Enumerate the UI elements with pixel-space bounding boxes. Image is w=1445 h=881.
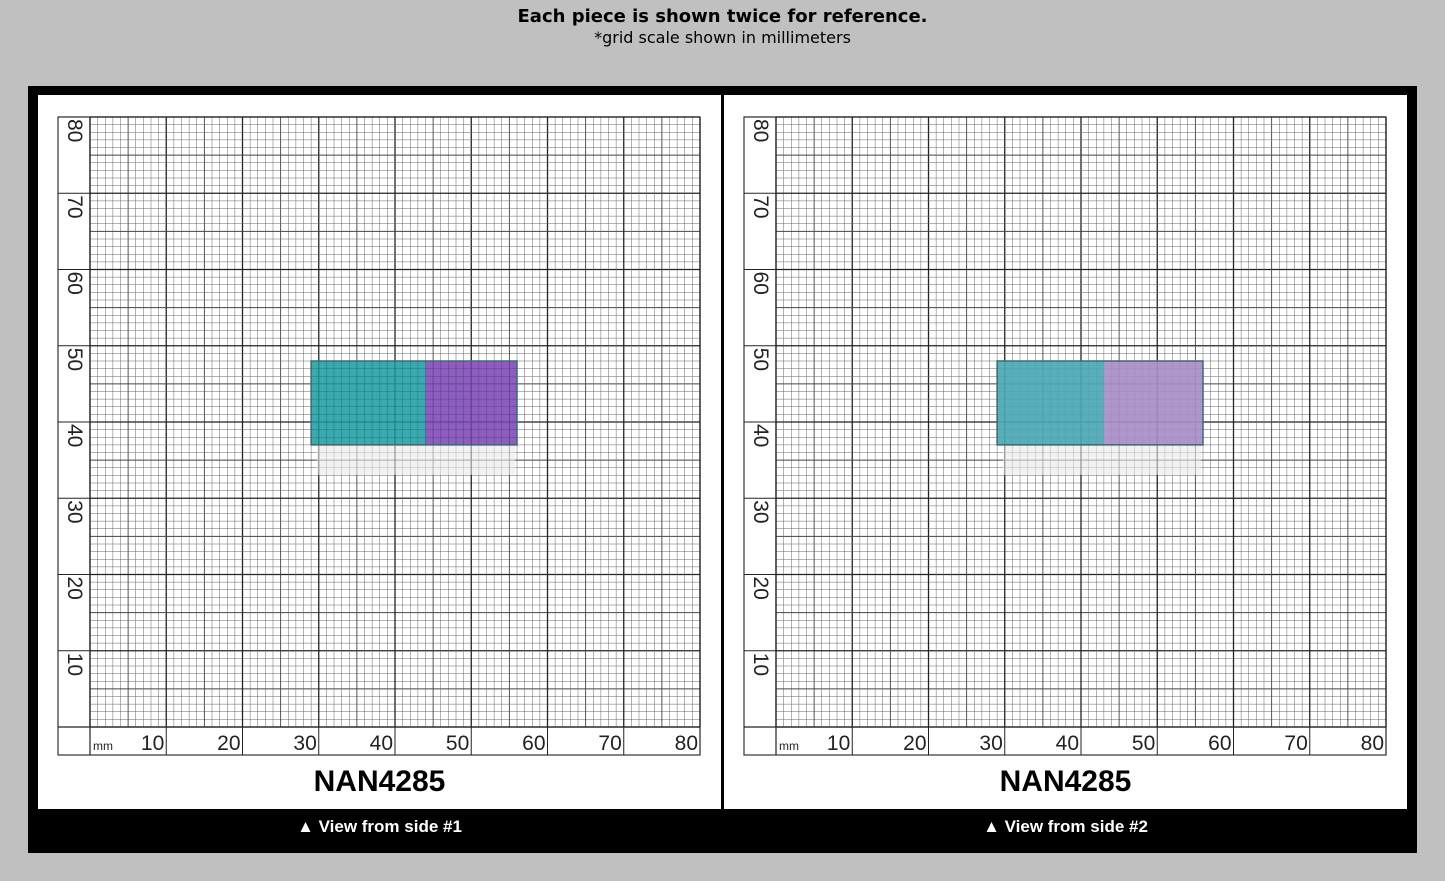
x-tick-label: 50 xyxy=(446,732,469,755)
x-tick-label: 50 xyxy=(1132,732,1155,755)
y-tick-label: 40 xyxy=(749,424,772,447)
x-tick-label: 40 xyxy=(1056,732,1079,755)
y-tick-label: 10 xyxy=(749,653,772,676)
piece-edge xyxy=(996,360,1204,446)
x-tick-label: 10 xyxy=(827,732,850,755)
x-tick-label: 80 xyxy=(1361,732,1384,755)
y-tick-label: 80 xyxy=(749,119,772,142)
photo-frame: 10 20 30 40 50 60 70 80 mm 10 20 30 40 50 60 70 80 NAN42… xyxy=(28,86,1417,853)
y-tick-label: 60 xyxy=(63,272,86,295)
y-tick-label: 40 xyxy=(63,424,86,447)
piece-left-color xyxy=(311,361,426,445)
mm-grid: 10 20 30 40 50 60 70 80 mm 10 20 30 40 50 60 70 80 xyxy=(743,116,1387,756)
caption-side-1: ▲ View from side #1 xyxy=(297,817,462,836)
piece-edge xyxy=(310,360,518,446)
caption-side-2: ▲ View from side #2 xyxy=(983,817,1148,836)
x-tick-label: 20 xyxy=(903,732,926,755)
panel-side-1: 10 20 30 40 50 60 70 80 mm 10 20 30 40 50 60 70 80 NAN42… xyxy=(38,95,721,809)
piece-right-color xyxy=(1103,361,1203,445)
y-tick-label: 20 xyxy=(63,577,86,600)
product-code-label: NAN4285 xyxy=(999,765,1132,798)
piece-shadow xyxy=(1003,444,1201,475)
y-tick-label: 60 xyxy=(749,272,772,295)
y-tick-label: 50 xyxy=(63,348,86,371)
x-tick-label: 60 xyxy=(1208,732,1231,755)
glass-piece xyxy=(996,360,1204,475)
x-tick-label: 80 xyxy=(675,732,698,755)
x-tick-label: 20 xyxy=(217,732,240,755)
y-tick-label: 70 xyxy=(63,195,86,218)
piece-right-color xyxy=(425,361,517,445)
glass-piece xyxy=(310,360,518,475)
x-tick-label: 10 xyxy=(141,732,164,755)
x-tick-label: 30 xyxy=(979,732,1002,755)
x-tick-label: 40 xyxy=(370,732,393,755)
x-tick-label: 70 xyxy=(1284,732,1307,755)
x-tick-label: 70 xyxy=(598,732,621,755)
unit-label: mm xyxy=(93,739,113,753)
x-tick-label: 30 xyxy=(293,732,316,755)
x-tick-label: 60 xyxy=(522,732,545,755)
piece-left-color xyxy=(997,361,1104,445)
page-title: Each piece is shown twice for reference. xyxy=(517,6,928,27)
page-subtitle: *grid scale shown in millimeters xyxy=(594,28,851,47)
y-tick-label: 10 xyxy=(63,653,86,676)
y-tick-label: 30 xyxy=(63,500,86,523)
y-tick-label: 30 xyxy=(749,500,772,523)
header: Each piece is shown twice for reference.… xyxy=(0,6,1445,48)
piece-shadow xyxy=(317,444,515,475)
mm-grid: 10 20 30 40 50 60 70 80 mm 10 20 30 40 50 60 70 80 xyxy=(57,116,701,756)
panel-side-2: 10 20 30 40 50 60 70 80 mm 10 20 30 40 50 60 70 80 NAN42… xyxy=(724,95,1407,809)
y-tick-label: 70 xyxy=(749,195,772,218)
unit-label: mm xyxy=(779,739,799,753)
y-tick-label: 50 xyxy=(749,348,772,371)
y-tick-label: 80 xyxy=(63,119,86,142)
product-code-label: NAN4285 xyxy=(313,765,446,798)
y-tick-label: 20 xyxy=(749,577,772,600)
